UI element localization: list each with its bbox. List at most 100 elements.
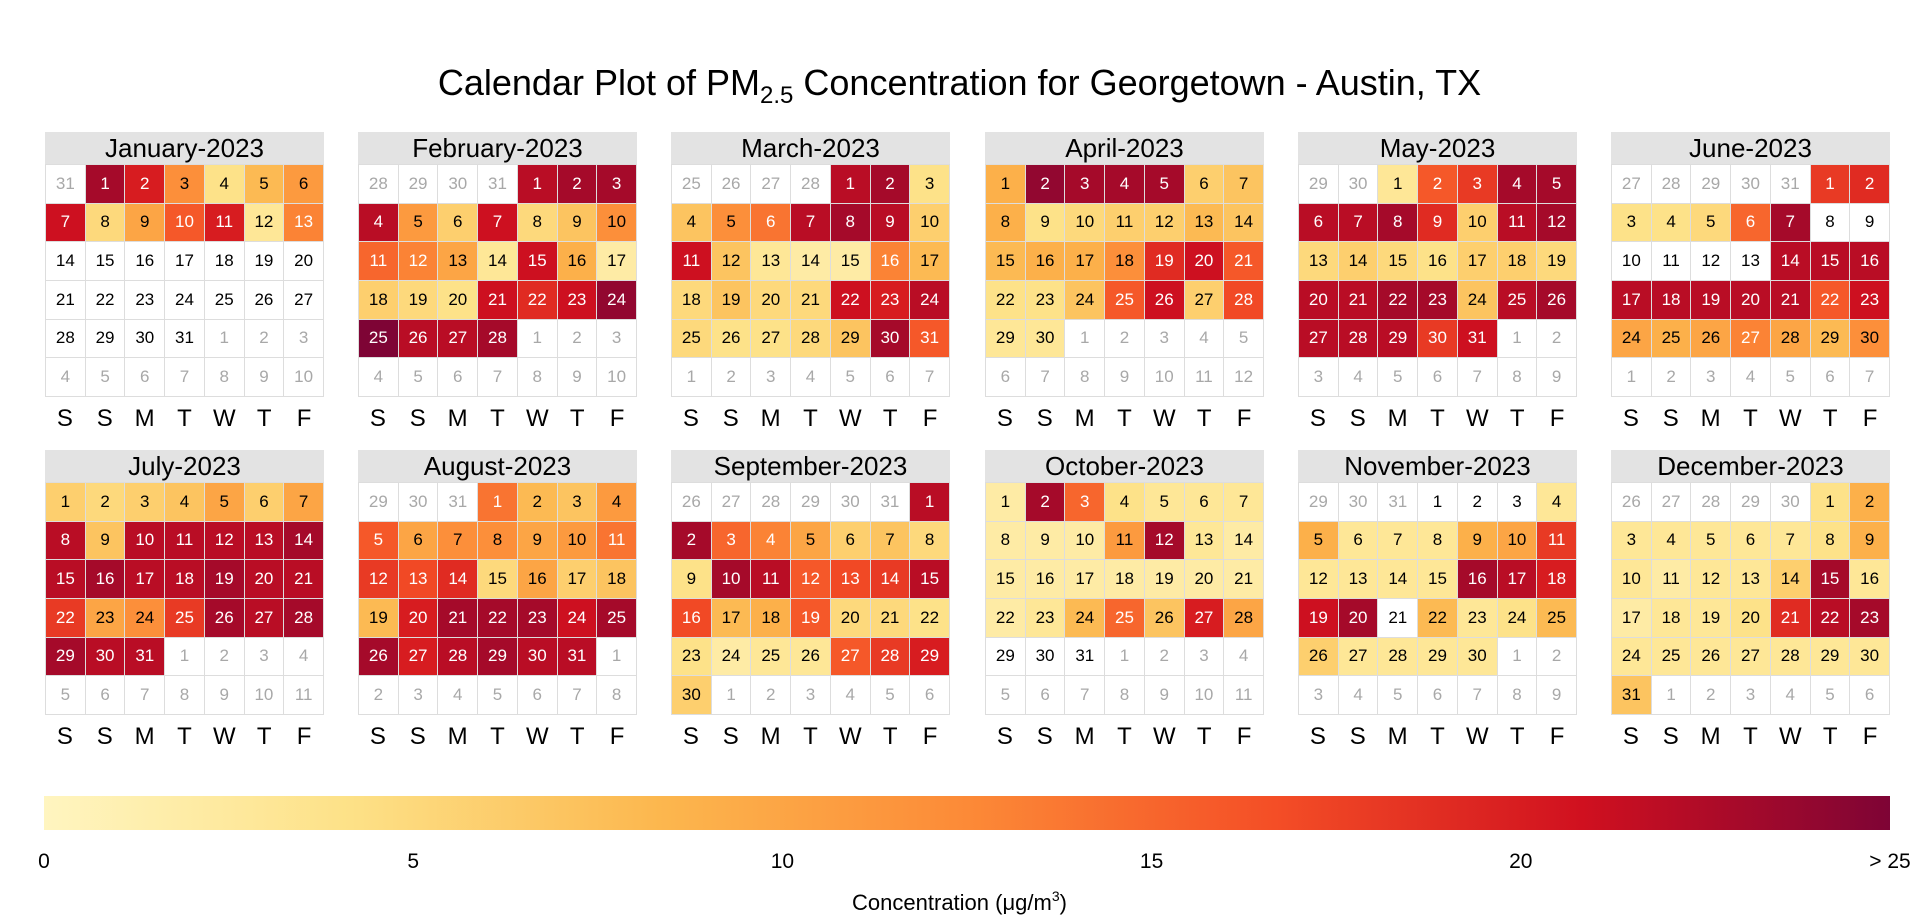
day-cell: 5	[1691, 521, 1731, 560]
adjacent-day-cell: 9	[244, 358, 284, 396]
day-cell: 24	[910, 281, 949, 319]
month-title: August-2023	[358, 450, 637, 482]
legend-tick-label: 15	[1139, 850, 1164, 873]
day-cell: 14	[870, 560, 910, 598]
adjacent-day-cell: 11	[1184, 358, 1224, 396]
day-cell: 2	[85, 483, 125, 521]
adjacent-day-cell: 1	[711, 676, 751, 714]
adjacent-day-cell: 4	[1184, 319, 1224, 358]
day-cell: 16	[1850, 560, 1889, 598]
day-cell: 13	[1184, 521, 1224, 560]
day-cell: 22	[85, 281, 125, 319]
day-cell: 19	[1144, 242, 1184, 280]
adjacent-day-cell: 5	[85, 358, 125, 396]
day-cell: 22	[1810, 599, 1850, 637]
adjacent-day-cell: 5	[1378, 358, 1418, 396]
weekday-label: M	[1387, 723, 1408, 750]
month-panel: November-2023 29 30 31 1 2 3 4 5 6 7 8 9 10 11 12 13 14 15…	[1298, 450, 1577, 772]
adjacent-day-cell: 1	[1105, 637, 1144, 676]
day-cell: 11	[751, 560, 791, 598]
day-cell: 17	[711, 599, 751, 637]
month-title: July-2023	[45, 450, 324, 482]
day-cell: 17	[1612, 281, 1651, 319]
adjacent-day-cell: 30	[398, 483, 438, 521]
day-cell: 9	[1025, 521, 1065, 560]
weekday-label: T	[177, 405, 192, 432]
weekday-label: T	[803, 723, 818, 750]
day-cell: 31	[910, 319, 949, 358]
adjacent-day-cell: 9	[1537, 676, 1576, 714]
adjacent-day-cell: 5	[870, 676, 910, 714]
day-cell: 2	[1025, 483, 1065, 521]
title-prefix: Calendar Plot of PM	[437, 62, 761, 103]
day-cell: 12	[1691, 560, 1731, 598]
title-suffix: Concentration for Georgetown - Austin, T…	[793, 62, 1482, 103]
day-cell: 8	[830, 203, 870, 242]
day-cell: 30	[1025, 637, 1065, 676]
day-cell: 7	[478, 203, 517, 242]
day-cell: 26	[1299, 637, 1338, 676]
month-panel: March-2023 25 26 27 28 1 2 3 4 5 6 7 8 9 10 11 12 13 14 15 1…	[671, 132, 950, 454]
day-cell: 9	[557, 203, 597, 242]
adjacent-day-cell: 28	[359, 165, 398, 203]
day-cell: 28	[284, 599, 323, 637]
day-cell: 4	[1105, 165, 1144, 203]
adjacent-day-cell: 8	[165, 676, 204, 714]
day-cell: 3	[557, 483, 597, 521]
day-cell: 24	[597, 281, 636, 319]
day-cell: 18	[751, 599, 791, 637]
day-cell: 22	[478, 599, 517, 637]
adjacent-day-cell: 1	[1497, 637, 1537, 676]
adjacent-day-cell: 3	[244, 637, 284, 676]
day-cell: 18	[1497, 242, 1537, 280]
weekday-label: M	[1700, 405, 1721, 432]
month-panel: August-2023 29 30 31 1 2 3 4 5 6 7 8 9 10 11 12 13 14 15 16…	[358, 450, 637, 772]
day-cell: 17	[1065, 560, 1105, 598]
day-cell: 1	[830, 165, 870, 203]
day-cell: 14	[1338, 242, 1378, 280]
adjacent-day-cell: 1	[672, 358, 711, 396]
day-cell: 5	[791, 521, 830, 560]
adjacent-day-cell: 11	[1224, 676, 1263, 714]
month-grid: 27 28 29 30 31 1 2 3 4 5 6 7 8 9 10 11 12 13 14 15 16 17 18 19 2…	[1611, 164, 1890, 397]
day-cell: 15	[1378, 242, 1418, 280]
adjacent-day-cell: 7	[165, 358, 204, 396]
day-cell: 3	[1065, 165, 1105, 203]
adjacent-day-cell: 1	[1065, 319, 1105, 358]
day-cell: 19	[1299, 599, 1338, 637]
adjacent-day-cell: 2	[244, 319, 284, 358]
day-cell: 15	[517, 242, 557, 280]
day-cell: 27	[244, 599, 284, 637]
day-cell: 30	[1850, 319, 1889, 358]
month-grid: 28 29 30 31 1 2 3 4 5 6 7 8 9 10 11 12 13 14 15 16 17 18 19 20 2…	[358, 164, 637, 397]
day-cell: 20	[1731, 281, 1770, 319]
adjacent-day-cell: 7	[1457, 676, 1497, 714]
adjacent-day-cell: 2	[204, 637, 244, 676]
day-cell: 6	[1731, 521, 1770, 560]
weekday-label: S	[1622, 405, 1639, 432]
day-cell: 2	[125, 165, 165, 203]
weekday-label: S	[682, 405, 699, 432]
month-title: April-2023	[985, 132, 1264, 164]
day-cell: 15	[46, 560, 85, 598]
adjacent-day-cell: 30	[1770, 483, 1810, 521]
adjacent-day-cell: 4	[791, 358, 830, 396]
day-cell: 10	[1065, 521, 1105, 560]
adjacent-day-cell: 1	[517, 319, 557, 358]
adjacent-day-cell: 29	[1299, 483, 1338, 521]
adjacent-day-cell: 27	[1651, 483, 1691, 521]
day-cell: 4	[1651, 521, 1691, 560]
weekday-label: M	[1074, 405, 1095, 432]
weekday-label: W	[213, 405, 236, 432]
day-cell: 28	[46, 319, 85, 358]
adjacent-day-cell: 2	[359, 676, 398, 714]
day-cell: 6	[438, 203, 478, 242]
day-cell: 16	[672, 599, 711, 637]
day-cell: 8	[1810, 521, 1850, 560]
weekday-label: F	[1549, 405, 1565, 432]
day-cell: 29	[85, 319, 125, 358]
day-cell: 1	[986, 165, 1025, 203]
legend-title-suffix: )	[1059, 890, 1067, 915]
day-cell: 1	[1378, 165, 1418, 203]
